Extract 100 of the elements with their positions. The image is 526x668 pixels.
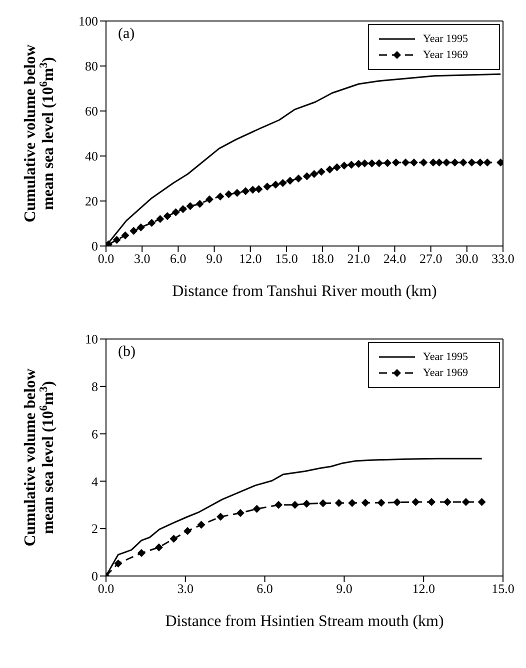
point [392,158,400,167]
y-tick-label: 0 [92,238,98,254]
point [272,180,280,189]
point [156,215,164,223]
point [442,158,450,167]
point [435,158,444,167]
y-tick-label: 4 [92,474,98,489]
legend-label: Year 1969 [423,367,468,379]
point [197,520,206,529]
point [263,182,272,191]
point [428,498,436,506]
point [252,504,261,513]
point [186,202,194,210]
point [302,500,311,508]
x-tick-label: 9.0 [336,581,352,596]
y-tick-label: 80 [85,58,98,74]
point [384,158,392,167]
point [178,205,187,214]
point [377,498,386,507]
x-tick-label: 27.0 [419,251,442,266]
point [216,512,225,521]
point [242,187,250,196]
x-tick-label: 30.0 [456,251,478,266]
point [334,499,343,508]
x-axis-title: Distance from Tanshui River mouth (km) [172,283,437,300]
point [317,168,326,176]
x-tick-label: 3.0 [177,581,194,596]
point [216,192,224,200]
point [290,500,299,509]
point [170,534,178,543]
x-tick-label: 6.0 [170,251,186,266]
point [254,185,263,194]
point [172,208,180,216]
y-tick-label: 2 [92,521,98,536]
point [163,212,172,220]
point [236,508,244,517]
y-tick-label: 20 [85,194,98,209]
point [412,498,420,506]
x-tick-label: 12.0 [412,581,435,596]
point [332,163,341,172]
y-tick-label: 40 [85,148,98,164]
x-axis-title: Distance from Hsintien Stream mouth (km) [165,613,444,630]
annotation: (a) [118,26,135,43]
y-tick-label: 0 [92,568,98,584]
point [420,158,428,167]
point [462,498,470,506]
y-tick-label: 10 [85,332,98,347]
point [326,166,334,174]
point [450,158,459,167]
point [459,158,468,167]
point [429,158,438,167]
point [443,498,452,506]
point [348,499,356,508]
x-tick-label: 9.0 [206,251,222,266]
x-tick-label: 0.0 [98,581,114,596]
point [137,549,146,558]
x-tick-label: 24.0 [383,251,406,266]
point [184,526,192,535]
point [340,162,348,170]
point [410,158,418,167]
point [360,159,369,168]
point [286,176,294,185]
point [402,158,410,167]
point [468,158,476,167]
point [347,160,356,169]
point [483,158,492,167]
point [294,174,302,182]
point [205,195,214,204]
point [121,231,130,240]
point [375,159,384,168]
point [224,190,233,198]
point [476,158,484,167]
annotation: (b) [118,344,136,361]
point [368,159,376,168]
legend-label: Year 1995 [423,351,468,363]
y-tick-label: 8 [92,379,98,394]
point [393,498,402,506]
legend-label: Year 1969 [423,49,468,61]
x-tick-label: 33.0 [492,251,514,266]
x-tick-label: 18.0 [311,251,334,266]
y-tick-label: 60 [85,104,98,119]
x-tick-label: 21.0 [347,251,370,266]
point [114,559,122,568]
point [361,498,370,507]
point [478,498,486,506]
point [233,188,242,197]
legend-label: Year 1995 [423,33,468,45]
point [310,170,318,178]
x-tick-label: 6.0 [256,581,273,596]
point [154,543,163,552]
point [302,172,311,180]
x-tick-label: 0.0 [98,251,114,266]
x-tick-label: 12.0 [238,251,262,266]
x-tick-label: 15.0 [492,581,514,596]
point [354,160,363,168]
x-tick-label: 3.0 [134,251,150,266]
point [148,218,156,227]
x-tick-label: 15.0 [275,251,298,266]
point [136,223,145,232]
point [274,500,283,509]
